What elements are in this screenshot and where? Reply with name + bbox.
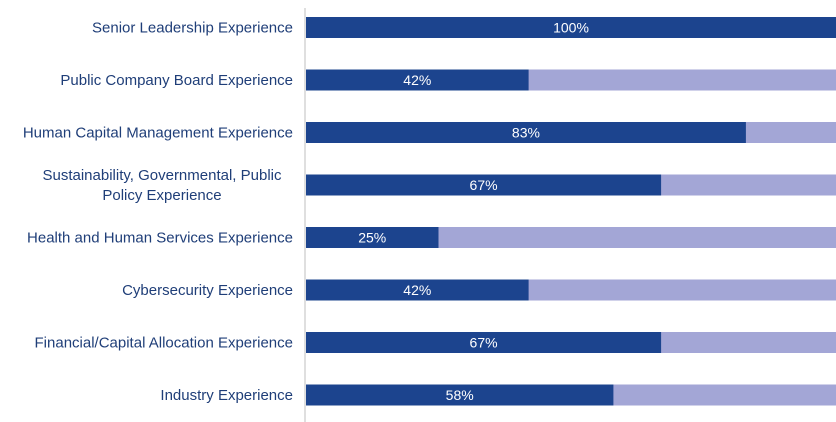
category-label-line: Sustainability, Governmental, Public [42,167,282,184]
category-label-line: Cybersecurity Experience [122,282,293,299]
bar [306,174,662,196]
bar [306,69,529,91]
bar [306,17,836,38]
bar [306,122,746,143]
category-label: Cybersecurity Experience [122,282,293,299]
data-label: 25% [358,230,386,246]
category-label: Public Company Board Experience [60,72,293,89]
bar [306,332,662,353]
category-label: Health and Human Services Experience [27,230,293,247]
data-label: 83% [512,125,540,141]
data-label: 42% [403,72,431,88]
bar [306,384,614,406]
category-label-line: Financial/Capital Allocation Experience [35,335,293,352]
category-label: Financial/Capital Allocation Experience [35,335,293,352]
category-label: Human Capital Management Experience [23,125,293,142]
category-label-line: Senior Leadership Experience [92,20,293,37]
category-label: Industry Experience [160,387,293,404]
category-labels: Senior Leadership Experience Public Compa… [23,20,293,405]
category-label: Sustainability, Governmental, Public Poli… [42,167,282,204]
data-label: 42% [403,282,431,298]
category-label-line: Policy Experience [102,187,221,204]
data-label: 67% [470,335,498,351]
category-label-line: Health and Human Services Experience [27,230,293,247]
category-label-line: Industry Experience [160,387,293,404]
bar [306,279,529,301]
category-label: Senior Leadership Experience [92,20,293,37]
data-label: 58% [446,387,474,403]
bars-group: 100% 42% 83% 67% 25% 42% 67% 58% [306,17,836,406]
category-label-line: Human Capital Management Experience [23,125,293,142]
data-label: 67% [470,177,498,193]
bar [306,227,439,248]
category-label-line: Public Company Board Experience [60,72,293,89]
data-label: 100% [553,20,589,36]
